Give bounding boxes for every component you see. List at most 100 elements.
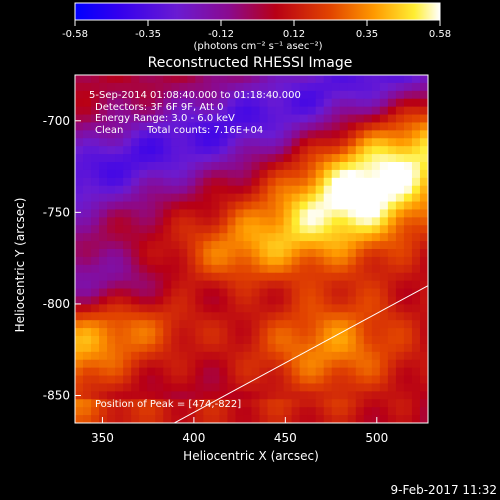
- heatmap-cell: [419, 407, 428, 416]
- heatmap-cell: [291, 264, 301, 274]
- heatmap-cell: [299, 193, 309, 203]
- heatmap-cell: [299, 391, 309, 400]
- heatmap-cell: [211, 106, 221, 116]
- heatmap-cell: [131, 407, 140, 416]
- heatmap-cell: [155, 169, 164, 179]
- heatmap-cell: [339, 106, 349, 116]
- heatmap-cell: [171, 256, 180, 266]
- heatmap-cell: [251, 241, 261, 250]
- heatmap-cell: [371, 272, 381, 282]
- heatmap-cell: [203, 304, 212, 313]
- heatmap-cell: [211, 415, 221, 423]
- heatmap-cell: [363, 114, 373, 124]
- heatmap-cell: [331, 399, 341, 408]
- heatmap-cell: [395, 185, 405, 195]
- heatmap-cell: [243, 351, 253, 361]
- heatmap-cell: [107, 367, 116, 377]
- heatmap-cell: [203, 122, 212, 131]
- heatmap-cell: [387, 162, 397, 171]
- heatmap-cell: [267, 162, 277, 171]
- heatmap-cell: [147, 383, 156, 392]
- heatmap-cell: [323, 415, 333, 423]
- heatmap-cell: [83, 209, 92, 218]
- heatmap-cell: [227, 90, 237, 100]
- heatmap-cell: [91, 343, 100, 353]
- heatmap-cell: [371, 351, 381, 361]
- heatmap-cell: [171, 391, 180, 400]
- heatmap-cell: [227, 351, 237, 361]
- heatmap-cell: [387, 225, 397, 234]
- heatmap-cell: [259, 383, 269, 392]
- heatmap-cell: [179, 407, 188, 416]
- heatmap-cell: [259, 201, 269, 211]
- heatmap-cell: [83, 233, 92, 242]
- heatmap-cell: [387, 359, 397, 369]
- heatmap-cell: [155, 272, 164, 282]
- heatmap-cell: [275, 106, 285, 116]
- colorbar-tick-label: 0.35: [356, 29, 378, 40]
- heatmap-cell: [91, 351, 100, 361]
- heatmap-cell: [355, 201, 365, 211]
- heatmap-cell: [99, 130, 108, 139]
- heatmap-cell: [187, 209, 196, 218]
- heatmap-cell: [291, 138, 301, 147]
- heatmap-cell: [339, 312, 349, 321]
- heatmap-cell: [307, 375, 317, 385]
- heatmap-cell: [147, 264, 156, 274]
- heatmap-cell: [187, 399, 196, 408]
- heatmap-cell: [347, 209, 357, 218]
- heatmap-cell: [267, 256, 277, 266]
- heatmap-cell: [83, 272, 92, 282]
- heatmap-cell: [179, 320, 188, 329]
- heatmap-cell: [211, 241, 221, 250]
- heatmap-cell: [371, 320, 381, 329]
- heatmap-cell: [227, 201, 237, 211]
- heatmap-cell: [267, 264, 277, 274]
- heatmap-cell: [235, 375, 245, 385]
- heatmap-cell: [419, 82, 428, 92]
- heatmap-cell: [203, 201, 212, 211]
- heatmap-cell: [187, 177, 196, 187]
- heatmap-cell: [339, 169, 349, 179]
- heatmap-cell: [163, 225, 172, 234]
- heatmap-cell: [187, 336, 196, 345]
- heatmap-cell: [163, 90, 172, 100]
- plot-frame: [74, 74, 429, 424]
- heatmap-cell: [155, 114, 164, 124]
- heatmap-cell: [363, 122, 373, 131]
- heatmap-cell: [99, 201, 108, 211]
- heatmap-cell: [139, 296, 148, 305]
- heatmap-cell: [275, 82, 285, 92]
- heatmap-cell: [171, 201, 180, 211]
- heatmap-cell: [243, 217, 253, 226]
- heatmap-cell: [411, 90, 421, 100]
- heatmap-cell: [91, 154, 100, 163]
- heatmap-cell: [275, 304, 285, 313]
- heatmap-cell: [187, 249, 196, 258]
- heatmap-cell: [91, 288, 100, 298]
- heatmap-cell: [203, 106, 212, 116]
- heatmap-cell: [123, 399, 132, 408]
- heatmap-cell: [147, 114, 156, 124]
- heatmap-cell: [187, 162, 196, 171]
- heatmap-cell: [291, 280, 301, 290]
- heatmap-cell: [139, 233, 148, 242]
- heatmap-cell: [331, 98, 341, 108]
- heatmap-cell: [315, 249, 325, 258]
- heatmap-cell: [75, 82, 84, 92]
- heatmap-cell: [187, 193, 196, 203]
- heatmap-cell: [331, 177, 341, 187]
- heatmap-cell: [323, 106, 333, 116]
- y-axis-ticks: -700-750-800-850: [43, 114, 81, 403]
- heatmap-cell: [83, 106, 92, 116]
- heatmap-cell: [203, 296, 212, 305]
- heatmap-cell: [371, 383, 381, 392]
- heatmap-cell: [267, 351, 277, 361]
- heatmap-cell: [123, 256, 132, 266]
- heatmap-cell: [291, 367, 301, 377]
- heatmap-cell: [315, 367, 325, 377]
- heatmap-cell: [99, 272, 108, 282]
- heatmap-cell: [187, 233, 196, 242]
- heatmap-cell: [243, 359, 253, 369]
- heatmap-cell: [91, 162, 100, 171]
